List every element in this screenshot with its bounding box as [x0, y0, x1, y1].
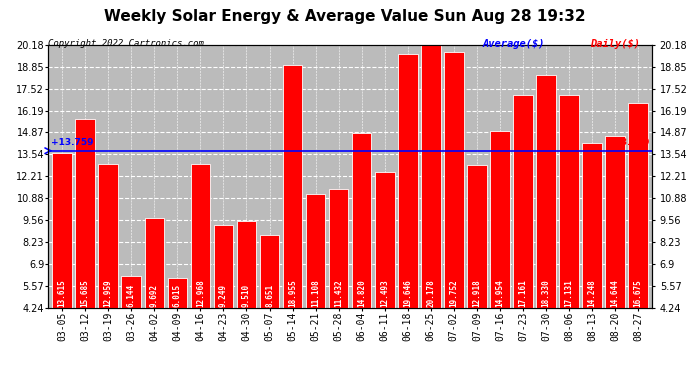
Text: 12.959: 12.959: [104, 279, 112, 307]
Text: 12.493: 12.493: [380, 279, 389, 307]
Bar: [560, 95, 579, 308]
Text: 9.692: 9.692: [150, 284, 159, 307]
Text: 14.644: 14.644: [611, 279, 620, 307]
Bar: [490, 131, 510, 308]
Text: 19.752: 19.752: [449, 279, 458, 307]
Text: 15.685: 15.685: [81, 279, 90, 307]
Bar: [306, 194, 326, 308]
Bar: [352, 133, 371, 308]
Text: 19.646: 19.646: [403, 279, 413, 307]
Text: +13.759: +13.759: [50, 138, 93, 147]
Text: 18.330: 18.330: [542, 279, 551, 307]
Bar: [168, 278, 187, 308]
Text: 14.820: 14.820: [357, 279, 366, 307]
Text: 13.615: 13.615: [58, 279, 67, 307]
Text: 16.675: 16.675: [633, 279, 642, 307]
Bar: [190, 164, 210, 308]
Text: 14.954: 14.954: [495, 279, 504, 307]
Bar: [75, 119, 95, 308]
Bar: [536, 75, 556, 308]
Text: 11.108: 11.108: [311, 279, 320, 307]
Bar: [121, 276, 141, 308]
Bar: [214, 225, 233, 308]
Bar: [513, 95, 533, 308]
Text: 6.144: 6.144: [127, 284, 136, 307]
Bar: [52, 153, 72, 308]
Text: 17.131: 17.131: [564, 279, 573, 307]
Bar: [283, 65, 302, 308]
Text: Copyright 2022 Cartronics.com: Copyright 2022 Cartronics.com: [48, 39, 204, 48]
Bar: [329, 189, 348, 308]
Text: 12.918: 12.918: [473, 279, 482, 307]
Bar: [398, 54, 417, 307]
Text: 9.510: 9.510: [242, 284, 251, 307]
Bar: [444, 52, 464, 308]
Text: 20.178: 20.178: [426, 279, 435, 307]
Text: Daily($): Daily($): [590, 39, 640, 50]
Text: 14.248: 14.248: [588, 279, 597, 307]
Text: 12.968: 12.968: [196, 279, 205, 307]
Text: 8.651: 8.651: [265, 284, 274, 307]
Text: 9.249: 9.249: [219, 284, 228, 307]
Text: 11.432: 11.432: [334, 279, 343, 307]
Bar: [237, 221, 256, 308]
Text: 17.161: 17.161: [518, 279, 527, 307]
Bar: [582, 143, 602, 308]
Text: Weekly Solar Energy & Average Value Sun Aug 28 19:32: Weekly Solar Energy & Average Value Sun …: [104, 9, 586, 24]
Text: 18.955: 18.955: [288, 279, 297, 307]
Bar: [99, 164, 118, 308]
Text: Average($): Average($): [483, 39, 546, 50]
Bar: [144, 218, 164, 308]
Text: +13.759: +13.759: [607, 138, 650, 147]
Bar: [421, 45, 441, 308]
Bar: [375, 172, 395, 308]
Bar: [467, 165, 486, 308]
Text: 6.015: 6.015: [173, 284, 182, 307]
Bar: [605, 136, 625, 308]
Bar: [629, 103, 648, 308]
Bar: [259, 235, 279, 308]
